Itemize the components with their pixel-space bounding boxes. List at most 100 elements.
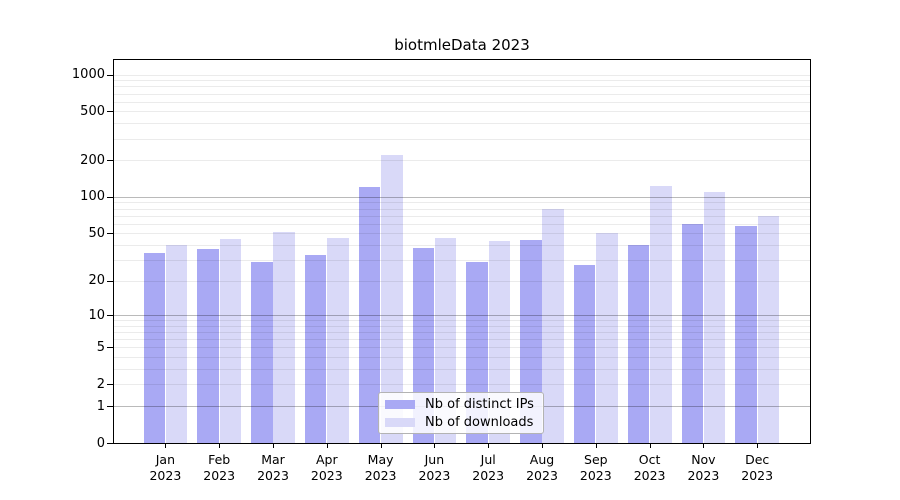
bar-dec-distinct-ips (735, 226, 757, 443)
y-tick-label-5: 5 (96, 339, 105, 355)
gridline-9 (114, 320, 810, 322)
y-tick-label-1000: 1000 (71, 67, 105, 83)
gridline-6 (114, 339, 810, 341)
bar-sep-downloads (596, 233, 618, 443)
x-tick-may (380, 443, 382, 448)
legend-label-downloads: Nb of downloads (425, 414, 534, 430)
bar-sep-distinct-ips (573, 265, 596, 443)
bar-oct-distinct-ips (627, 244, 650, 443)
gridline-50 (114, 233, 810, 235)
gridline-20 (114, 280, 810, 282)
gridline-80 (114, 208, 810, 210)
x-tick-label-aug: Aug 2023 (526, 452, 558, 483)
gridline-40 (114, 244, 810, 246)
legend-swatch-downloads (385, 417, 415, 427)
x-tick-label-apr: Apr 2023 (310, 452, 343, 483)
gridline-800 (114, 86, 810, 88)
x-tick-apr (326, 443, 328, 448)
bar-jan-distinct-ips (143, 253, 165, 443)
y-tick-0 (107, 443, 113, 444)
legend-row-downloads: Nb of downloads (385, 415, 535, 430)
x-tick-label-sep: Sep 2023 (579, 452, 612, 483)
gridline-70 (114, 215, 810, 217)
x-tick-label-nov: Nov 2023 (687, 452, 720, 483)
bar-may-distinct-ips (358, 187, 381, 443)
x-tick-label-jun: Jun 2023 (418, 452, 451, 483)
gridline-7 (114, 332, 810, 334)
bar-dec-downloads (757, 215, 780, 443)
y-tick-20 (107, 280, 113, 282)
bar-mar-downloads (273, 232, 295, 443)
y-tick-2 (107, 384, 113, 386)
legend-box: Nb of distinct IPs Nb of downloads (378, 392, 544, 434)
gridline-300 (114, 138, 810, 140)
gridline-4 (114, 357, 810, 359)
x-tick-oct (649, 443, 651, 448)
x-tick-nov (703, 443, 705, 448)
gridline-60 (114, 223, 810, 225)
bar-oct-downloads (650, 186, 672, 443)
gridline-3 (114, 369, 810, 371)
bar-jun-downloads (434, 237, 457, 443)
y-tick-label-10: 10 (88, 307, 105, 323)
y-tick-1000 (107, 74, 113, 76)
gridline-8 (114, 325, 810, 327)
gridline-700 (114, 93, 810, 95)
bar-feb-downloads (219, 238, 242, 443)
y-tick-1 (107, 406, 113, 408)
y-tick-50 (107, 233, 113, 235)
bar-apr-distinct-ips (304, 254, 327, 443)
bar-jan-downloads (165, 244, 188, 443)
x-tick-label-mar: Mar 2023 (257, 452, 289, 483)
y-tick-label-1: 1 (96, 398, 105, 414)
bar-mar-distinct-ips (251, 261, 273, 443)
y-tick-label-2: 2 (96, 376, 105, 392)
bar-aug-downloads (542, 208, 564, 443)
legend-row-distinct-ips: Nb of distinct IPs (385, 397, 535, 412)
y-tick-100 (107, 196, 113, 198)
gridline-100 (114, 196, 810, 198)
gridline-2 (114, 384, 810, 386)
gridline-90 (114, 202, 810, 204)
x-tick-dec (757, 443, 759, 448)
x-tick-label-may: May 2023 (364, 452, 397, 483)
gridline-500 (114, 111, 810, 113)
x-tick-sep (595, 443, 597, 448)
bar-nov-distinct-ips (681, 223, 703, 443)
bar-nov-downloads (703, 191, 726, 443)
legend-label-distinct-ips: Nb of distinct IPs (425, 396, 534, 412)
legend-swatch-distinct-ips (385, 399, 415, 409)
bar-apr-downloads (327, 237, 349, 443)
x-tick-aug (542, 443, 543, 448)
x-tick-jul (488, 443, 490, 448)
y-tick-label-500: 500 (80, 103, 105, 119)
gridline-30 (114, 259, 810, 261)
y-tick-5 (107, 347, 113, 349)
y-tick-label-200: 200 (80, 152, 105, 168)
x-tick-label-jul: Jul 2023 (472, 452, 505, 483)
y-tick-label-20: 20 (88, 273, 105, 289)
bar-feb-distinct-ips (197, 249, 219, 443)
x-tick-label-jan: Jan 2023 (149, 452, 182, 483)
y-tick-200 (107, 160, 113, 162)
gridline-400 (114, 123, 810, 125)
chart-title: biotmleData 2023 (394, 36, 530, 54)
x-tick-label-oct: Oct 2023 (633, 452, 666, 483)
gridline-10 (114, 315, 810, 317)
y-tick-10 (107, 315, 113, 317)
y-tick-label-0: 0 (96, 435, 105, 451)
y-tick-500 (107, 111, 113, 113)
gridline-200 (114, 160, 810, 162)
x-tick-label-dec: Dec 2023 (741, 452, 774, 483)
x-tick-jun (434, 443, 436, 448)
gridline-900 (114, 80, 810, 82)
x-tick-label-feb: Feb 2023 (203, 452, 236, 483)
gridline-600 (114, 101, 810, 103)
bar-may-downloads (381, 155, 403, 443)
gridline-5 (114, 347, 810, 349)
x-tick-jan (165, 443, 167, 448)
y-tick-label-50: 50 (88, 225, 105, 241)
gridline-1000 (114, 74, 810, 76)
x-tick-feb (219, 443, 221, 448)
